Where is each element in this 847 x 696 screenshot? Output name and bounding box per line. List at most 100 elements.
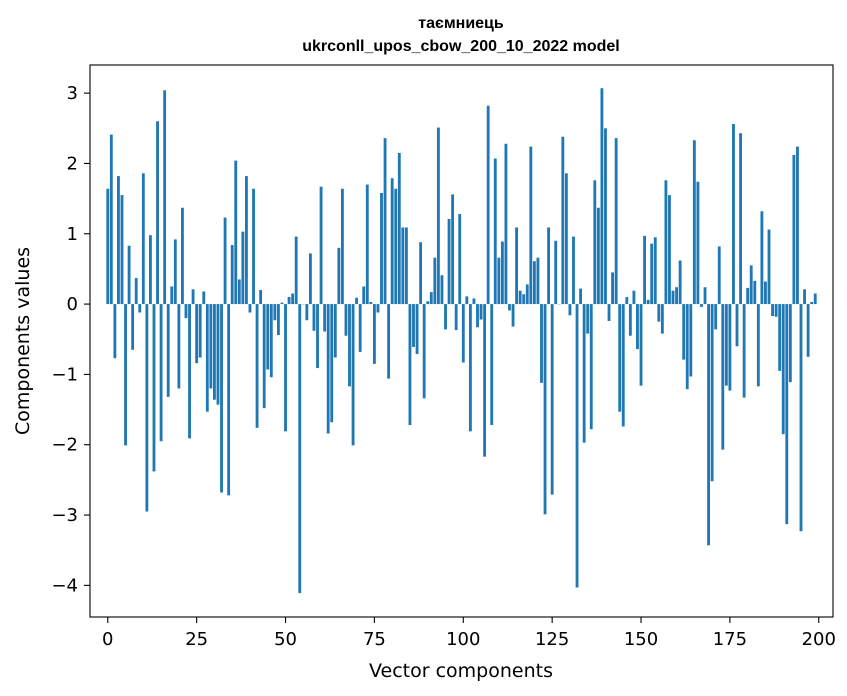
bar <box>255 304 259 428</box>
bar <box>465 296 469 305</box>
bar <box>710 304 714 482</box>
bar <box>404 227 408 305</box>
bar <box>348 304 351 387</box>
bar <box>764 281 767 305</box>
bar <box>408 304 412 426</box>
bar <box>756 304 760 387</box>
bar <box>145 304 149 512</box>
bar <box>380 192 383 305</box>
bar <box>607 304 611 321</box>
y-tick-label: 0 <box>67 294 78 315</box>
bar <box>127 245 131 305</box>
bar <box>412 304 415 347</box>
bar <box>401 227 405 305</box>
axes-frame <box>89 64 834 618</box>
bar <box>657 304 661 322</box>
bar <box>252 188 255 305</box>
bar <box>156 121 159 305</box>
bar <box>184 304 188 319</box>
bar <box>572 236 575 305</box>
bar <box>234 160 238 305</box>
bar <box>390 178 394 305</box>
x-tick-label: 150 <box>624 629 658 650</box>
bar <box>195 304 199 364</box>
bar <box>287 297 291 305</box>
bar <box>515 227 519 305</box>
y-tick-label: −3 <box>51 505 78 526</box>
bar <box>436 127 440 305</box>
bar <box>351 304 355 446</box>
bar <box>333 304 337 358</box>
bar <box>664 180 668 305</box>
bar <box>298 304 302 594</box>
bar <box>778 304 782 371</box>
bar <box>227 304 231 496</box>
bar <box>707 304 710 546</box>
bar <box>561 136 565 305</box>
bar <box>330 304 334 423</box>
bar <box>593 180 597 305</box>
bar <box>582 304 586 443</box>
bar <box>532 261 536 305</box>
bar <box>113 304 117 359</box>
bar <box>536 257 540 305</box>
y-axis-label: Components values <box>12 247 34 435</box>
bar <box>735 304 739 347</box>
bar <box>291 293 295 305</box>
bar <box>269 304 273 378</box>
bar <box>479 304 483 320</box>
bar <box>230 245 234 305</box>
bar <box>152 304 156 472</box>
bar <box>429 292 433 305</box>
bar <box>276 304 280 336</box>
bar <box>529 146 533 305</box>
bar <box>685 304 689 390</box>
bar <box>376 304 380 313</box>
bar <box>614 138 618 305</box>
bar <box>564 173 568 305</box>
bar <box>682 304 686 360</box>
bar <box>117 176 120 305</box>
bars-group <box>106 88 817 594</box>
y-tick-label: 2 <box>67 153 78 174</box>
bar <box>280 302 284 305</box>
bar <box>284 304 287 432</box>
bar <box>604 128 607 305</box>
bar <box>337 247 341 305</box>
bar <box>696 181 700 305</box>
bar <box>547 227 551 305</box>
bar <box>625 297 629 305</box>
bar <box>358 304 362 352</box>
bar <box>245 176 248 305</box>
x-tick-label: 200 <box>802 629 836 650</box>
bar <box>365 184 369 305</box>
bar <box>340 188 344 305</box>
bar <box>220 304 223 493</box>
bar <box>689 304 693 377</box>
bar <box>628 304 632 336</box>
bar <box>134 278 138 305</box>
bar <box>550 304 554 495</box>
bar <box>447 219 451 305</box>
bar <box>568 304 572 316</box>
x-tick-label: 125 <box>535 629 569 650</box>
bar <box>632 290 636 305</box>
x-tick-label: 100 <box>446 629 480 650</box>
bar <box>205 304 209 412</box>
bar <box>444 304 447 330</box>
bar <box>202 291 206 305</box>
bar <box>440 275 444 305</box>
bar <box>771 304 774 317</box>
bar <box>596 207 600 305</box>
bar <box>781 304 785 435</box>
bar <box>703 287 707 305</box>
bar <box>426 301 430 305</box>
bar <box>500 241 504 305</box>
bar <box>724 304 728 386</box>
bar <box>749 265 753 305</box>
bar <box>792 155 796 305</box>
bar <box>486 105 490 305</box>
bar <box>149 235 152 305</box>
bar <box>692 140 696 305</box>
y-tick-label: 3 <box>67 83 78 104</box>
